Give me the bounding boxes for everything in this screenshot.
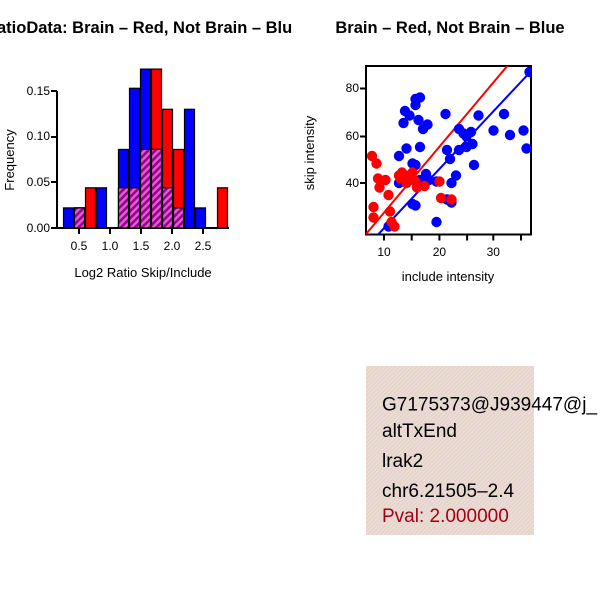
- svg-text:1.0: 1.0: [102, 239, 119, 253]
- svg-text:include intensity: include intensity: [402, 269, 495, 284]
- svg-text:0.05: 0.05: [27, 175, 51, 189]
- svg-text:30: 30: [487, 245, 501, 259]
- svg-text:lrak2: lrak2: [382, 451, 423, 472]
- svg-text:20: 20: [433, 245, 447, 259]
- svg-text:80: 80: [346, 81, 360, 95]
- svg-text:Pval: 2.000000: Pval: 2.000000: [382, 506, 509, 527]
- svg-text:altTxEnd: altTxEnd: [382, 421, 457, 442]
- svg-text:0.10: 0.10: [27, 129, 51, 143]
- svg-text:chr6.21505–2.4: chr6.21505–2.4: [382, 481, 514, 502]
- svg-text:40: 40: [346, 176, 360, 190]
- svg-text:Frequency: Frequency: [2, 129, 17, 191]
- svg-text:skip intensity: skip intensity: [302, 115, 317, 190]
- svg-text:60: 60: [346, 129, 360, 143]
- svg-text:G7175373@J939447@j_: G7175373@J939447@j_: [382, 395, 597, 416]
- svg-text:0.15: 0.15: [27, 84, 51, 98]
- svg-text:atioData: Brain – Red, Not Bra: atioData: Brain – Red, Not Brain – Blu: [0, 19, 292, 37]
- svg-text:2.5: 2.5: [195, 239, 212, 253]
- svg-text:0.5: 0.5: [71, 239, 88, 253]
- svg-text:0.00: 0.00: [27, 221, 51, 235]
- svg-text:2.0: 2.0: [164, 239, 181, 253]
- svg-text:10: 10: [377, 245, 391, 259]
- svg-text:1.5: 1.5: [133, 239, 150, 253]
- svg-text:Log2 Ratio Skip/Include: Log2 Ratio Skip/Include: [74, 265, 211, 280]
- svg-text:Brain – Red, Not Brain – Blue: Brain – Red, Not Brain – Blue: [335, 19, 564, 37]
